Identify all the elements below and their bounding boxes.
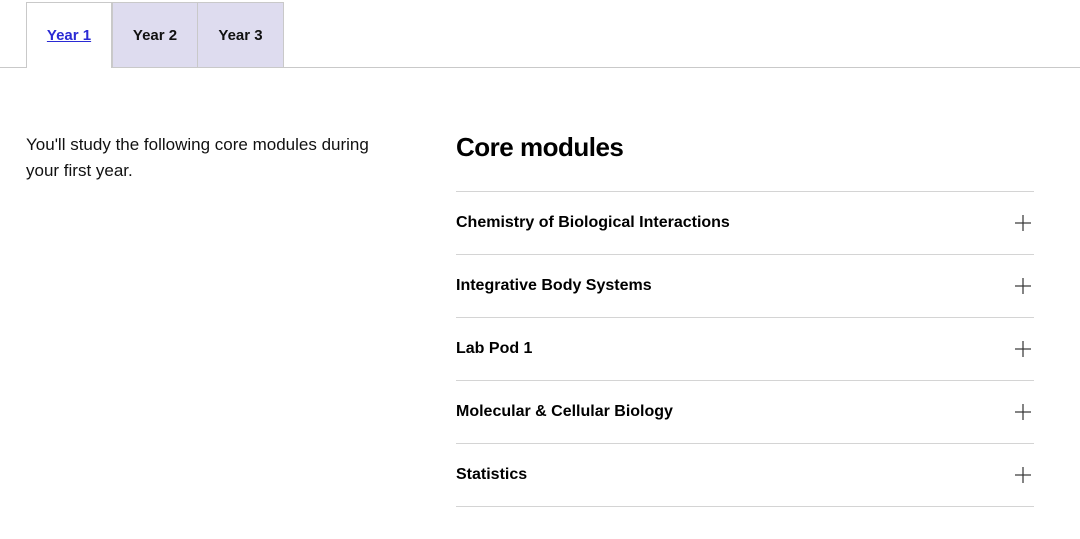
- module-title: Statistics: [456, 466, 527, 484]
- modules-column: Core modules Chemistry of Biological Int…: [456, 132, 1054, 507]
- tab-year-2[interactable]: Year 2: [112, 2, 198, 67]
- module-item[interactable]: Integrative Body Systems: [456, 255, 1034, 318]
- module-item[interactable]: Chemistry of Biological Interactions: [456, 192, 1034, 255]
- plus-icon: [1014, 340, 1032, 358]
- intro-column: You'll study the following core modules …: [26, 132, 396, 507]
- intro-text: You'll study the following core modules …: [26, 132, 396, 185]
- tab-label: Year 3: [218, 27, 262, 44]
- plus-icon: [1014, 403, 1032, 421]
- tab-year-1[interactable]: Year 1: [26, 2, 112, 68]
- content-area: You'll study the following core modules …: [0, 68, 1080, 507]
- module-title: Molecular & Cellular Biology: [456, 403, 673, 421]
- module-title: Lab Pod 1: [456, 340, 532, 358]
- module-title: Integrative Body Systems: [456, 277, 652, 295]
- module-item[interactable]: Molecular & Cellular Biology: [456, 381, 1034, 444]
- plus-icon: [1014, 466, 1032, 484]
- module-item[interactable]: Lab Pod 1: [456, 318, 1034, 381]
- plus-icon: [1014, 277, 1032, 295]
- module-item[interactable]: Statistics: [456, 444, 1034, 507]
- module-title: Chemistry of Biological Interactions: [456, 214, 730, 232]
- tab-year-3[interactable]: Year 3: [198, 2, 284, 67]
- tab-label: Year 2: [133, 27, 177, 44]
- modules-accordion: Chemistry of Biological Interactions Int…: [456, 191, 1034, 507]
- tab-label: Year 1: [47, 27, 91, 44]
- year-tabs: Year 1 Year 2 Year 3: [0, 0, 1080, 68]
- section-heading: Core modules: [456, 132, 1034, 163]
- plus-icon: [1014, 214, 1032, 232]
